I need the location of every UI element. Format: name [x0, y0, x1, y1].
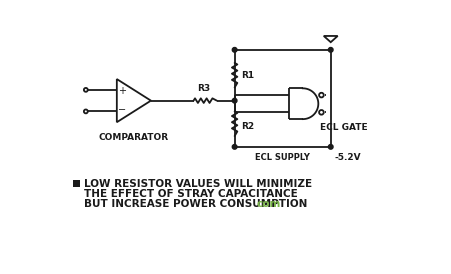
Circle shape — [328, 144, 333, 149]
Circle shape — [328, 47, 333, 52]
Text: THE EFFECT OF STRAY CAPACITANCE: THE EFFECT OF STRAY CAPACITANCE — [84, 189, 298, 199]
Circle shape — [319, 93, 324, 97]
Text: -5.2V: -5.2V — [335, 153, 361, 162]
Circle shape — [319, 110, 324, 115]
Text: ECL SUPPLY: ECL SUPPLY — [255, 153, 310, 162]
Text: ECL GATE: ECL GATE — [320, 123, 368, 132]
Bar — [74, 180, 80, 187]
Text: R1: R1 — [241, 71, 254, 80]
Circle shape — [84, 88, 88, 92]
Text: BUT INCREASE POWER CONSUMPTION: BUT INCREASE POWER CONSUMPTION — [84, 199, 308, 209]
Text: +: + — [118, 86, 126, 96]
Text: com: com — [256, 199, 281, 209]
Circle shape — [232, 47, 237, 52]
Text: COMPARATOR: COMPARATOR — [99, 133, 169, 142]
Circle shape — [232, 144, 237, 149]
Text: R2: R2 — [241, 122, 254, 131]
Circle shape — [232, 98, 237, 103]
Text: LOW RESISTOR VALUES WILL MINIMIZE: LOW RESISTOR VALUES WILL MINIMIZE — [84, 179, 313, 189]
Circle shape — [84, 110, 88, 113]
Text: −: − — [118, 105, 126, 115]
Text: R3: R3 — [197, 84, 210, 93]
